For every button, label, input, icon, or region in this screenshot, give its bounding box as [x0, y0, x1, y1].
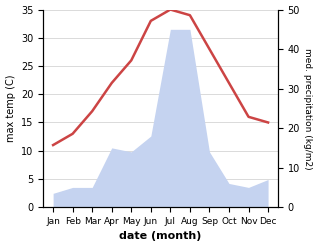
Y-axis label: max temp (C): max temp (C) [5, 75, 16, 142]
Y-axis label: med. precipitation (kg/m2): med. precipitation (kg/m2) [303, 48, 313, 169]
X-axis label: date (month): date (month) [119, 231, 202, 242]
